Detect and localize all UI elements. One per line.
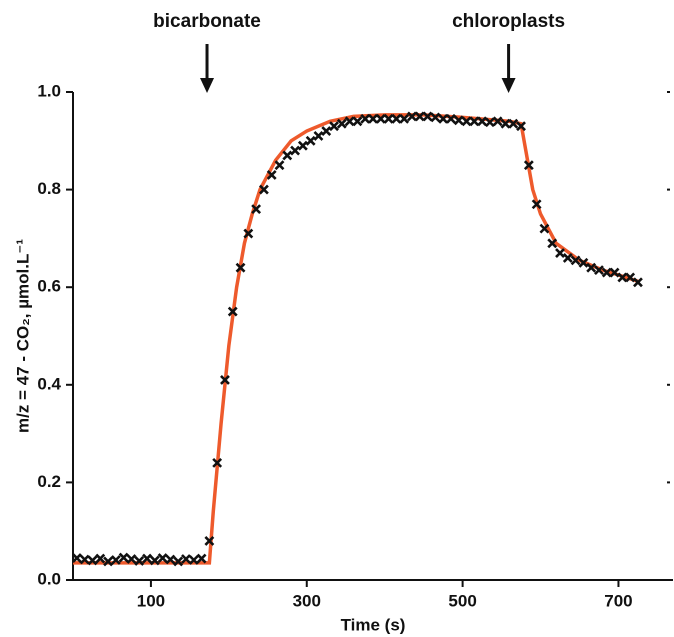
data-point — [282, 150, 293, 161]
data-point — [375, 113, 386, 124]
data-point — [235, 262, 246, 273]
data-point — [453, 115, 464, 126]
x-tick-label: 500 — [448, 591, 476, 610]
y-tick-label: 0.0 — [37, 569, 61, 588]
data-point — [87, 555, 98, 566]
data-point — [360, 113, 371, 124]
x-tick-label: 100 — [137, 591, 165, 610]
x-axis-label: Time (s) — [341, 615, 406, 634]
data-point — [266, 170, 277, 180]
data-point — [422, 111, 433, 122]
data-point — [313, 131, 324, 141]
data-point — [609, 267, 620, 278]
data-point — [165, 554, 176, 565]
y-tick-label: 0.6 — [37, 277, 61, 296]
data-point — [500, 118, 511, 129]
data-point — [625, 272, 636, 283]
data-point — [243, 228, 254, 239]
data-point — [368, 113, 378, 124]
data-point — [414, 111, 425, 122]
annotation: bicarbonate — [153, 11, 261, 32]
y-axis-label: m/z = 47 - CO₂, µmol.L⁻¹ — [13, 239, 32, 433]
data-point — [329, 121, 339, 132]
data-point — [633, 277, 643, 288]
data-point — [391, 113, 402, 124]
data-point — [321, 126, 332, 136]
data-point — [430, 112, 441, 123]
data-point — [523, 160, 534, 171]
x-tick-label: 700 — [604, 591, 632, 610]
data-point — [157, 553, 168, 563]
data-point — [181, 554, 191, 564]
y-tick-label: 0.4 — [37, 374, 61, 393]
data-point — [95, 553, 106, 564]
data-point — [173, 556, 184, 567]
data-point — [531, 199, 542, 210]
data-point — [352, 116, 363, 127]
annotation-arrowhead — [200, 78, 215, 93]
annotation: chloroplasts — [452, 11, 565, 32]
data-point — [578, 257, 589, 268]
y-tick-label: 0.2 — [37, 472, 61, 491]
data-point — [484, 117, 495, 128]
data-point — [126, 554, 137, 564]
data-point — [446, 113, 456, 124]
data-point — [118, 552, 129, 563]
data-point — [601, 267, 612, 278]
data-point — [212, 457, 223, 468]
data-point — [251, 204, 262, 215]
data-point — [142, 553, 152, 564]
data-point — [71, 553, 82, 563]
data-point — [469, 116, 480, 127]
data-point — [594, 265, 604, 276]
data-point — [570, 255, 581, 266]
data-point — [555, 248, 565, 258]
data-point — [290, 145, 300, 156]
data-point — [188, 555, 199, 565]
data-point — [539, 223, 550, 234]
data-point — [305, 135, 316, 146]
data-point — [399, 113, 410, 124]
data-point — [562, 253, 573, 263]
data-point — [344, 116, 355, 127]
data-point — [227, 306, 238, 317]
data-point — [196, 553, 207, 564]
data-point — [508, 118, 519, 129]
data-point — [79, 554, 90, 565]
data-point — [149, 555, 160, 566]
data-point — [516, 121, 526, 132]
y-tick-label: 0.8 — [37, 179, 61, 198]
data-point — [103, 556, 113, 567]
x-tick-label: 300 — [293, 591, 321, 610]
annotation-arrowhead — [501, 78, 516, 93]
data-point — [274, 160, 285, 171]
data-point — [220, 375, 230, 385]
data-point — [477, 116, 488, 127]
data-point — [336, 118, 347, 129]
data-point — [547, 238, 558, 249]
y-tick-label: 1.0 — [37, 81, 61, 100]
data-point — [297, 140, 308, 151]
data-point — [617, 272, 628, 283]
data-point — [492, 116, 503, 127]
data-point — [586, 262, 597, 273]
data-point — [258, 184, 269, 195]
data-point — [407, 111, 417, 122]
data-point — [134, 556, 145, 566]
data-point — [383, 113, 394, 124]
data-point — [204, 536, 215, 546]
data-point — [110, 555, 121, 565]
data-point — [438, 113, 449, 124]
fit-line — [73, 113, 639, 565]
data-point — [461, 116, 472, 127]
